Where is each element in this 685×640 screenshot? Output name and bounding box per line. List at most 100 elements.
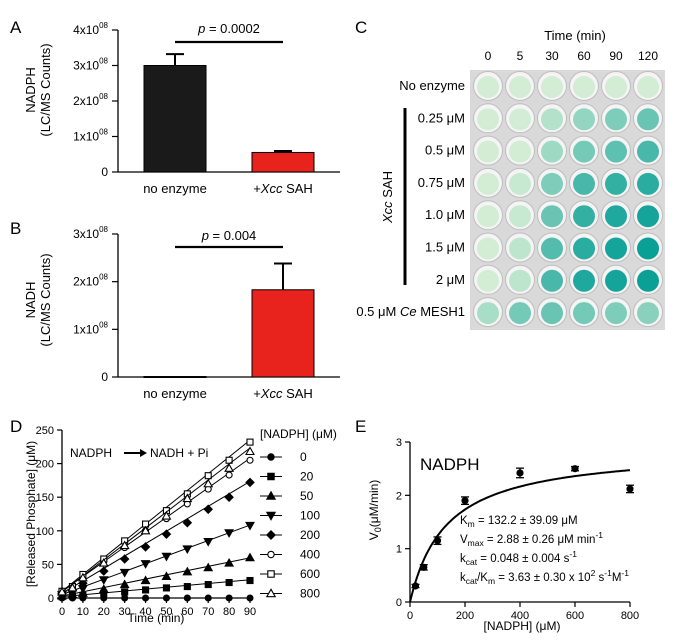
a-p-value: p = 0.0002	[197, 21, 260, 36]
d-point	[161, 552, 172, 562]
e-xtick-label: 0	[407, 610, 413, 622]
a-xtick-xcc-sah: +Xcc SAH	[253, 181, 313, 196]
d-point	[119, 568, 130, 578]
e-xtick-label: 800	[621, 610, 639, 622]
c-well-liquid	[509, 205, 531, 228]
c-well-liquid	[605, 76, 627, 98]
d-point	[162, 584, 170, 592]
c-well-liquid	[477, 76, 499, 98]
d-point	[183, 594, 191, 602]
c-row-label: 1.0 μM	[425, 207, 465, 222]
c-col-header: 60	[577, 49, 591, 63]
c-well-liquid	[541, 76, 563, 98]
c-well-liquid	[541, 140, 563, 163]
c-row-label: 0.75 μM	[418, 175, 465, 190]
d-point	[203, 562, 214, 572]
d-point	[245, 446, 255, 456]
c-well-liquid	[637, 237, 659, 260]
d-ylabel: [Released Phosphate] (μM)	[24, 441, 38, 587]
d-point	[57, 586, 67, 596]
e-point	[516, 469, 524, 477]
c-well-liquid	[573, 269, 595, 292]
d-legend-label: 600	[300, 567, 320, 581]
d-legend-marker	[265, 511, 277, 521]
d-series-600	[58, 438, 254, 595]
b-ytick-label: 1x1008	[73, 320, 108, 336]
d-reaction-right: NADH + Pi	[150, 446, 208, 460]
panel-e: E V0(μM/min) [NADPH] (μM) 0 200 400 600 8000…	[355, 417, 639, 633]
panel-label-a: A	[10, 18, 22, 37]
a-xtick-no-enzyme: no enzyme	[143, 181, 207, 196]
b-ytick-label: 2x1008	[73, 273, 108, 289]
b-bars	[143, 262, 315, 379]
a-ytick-base: 4x10	[73, 23, 99, 37]
d-xtick-label: 70	[202, 606, 214, 618]
d-point	[98, 584, 109, 593]
a-ytick-exp: 08	[99, 128, 108, 137]
panel-label-e: E	[355, 417, 366, 436]
d-point	[204, 594, 212, 602]
c-group-label: Xcc SAH	[380, 171, 395, 224]
d-xtick-label: 90	[244, 606, 256, 618]
c-well-liquid	[637, 269, 659, 292]
d-point	[203, 504, 214, 515]
c-well-liquid	[509, 302, 531, 325]
a-ytick-label: 1x1008	[73, 128, 108, 144]
a-ytick-label: 2x1008	[73, 92, 108, 108]
panel-c: C Time (min) 0 5 30 60 90 120 No enzyme 0.25 μ…	[355, 18, 665, 330]
d-point	[204, 581, 212, 589]
d-xtick-label: 10	[77, 606, 89, 618]
a-ytick-base: 1x10	[73, 130, 99, 144]
c-well-liquid	[573, 76, 595, 98]
d-point	[98, 576, 109, 585]
c-well-liquid	[541, 108, 563, 131]
panel-b: B NADH (LC/MS Counts) 01x10082x10083x100…	[10, 219, 340, 401]
b-ytick-base: 2x10	[73, 275, 99, 289]
d-point	[182, 517, 193, 528]
d-point	[246, 594, 254, 602]
a-bar-1	[251, 151, 315, 173]
d-xtick-label: 80	[223, 606, 235, 618]
c-well-liquid	[477, 302, 499, 325]
panel-a: A NADPH (LC/MS Counts) 01x10082x10083x10…	[10, 18, 340, 196]
b-ylabel-line2: (LC/MS Counts)	[38, 253, 53, 346]
d-legend-marker	[267, 550, 275, 559]
d-ytick-label: 100	[36, 526, 54, 538]
b-ytick-exp: 08	[99, 273, 108, 282]
c-well-liquid	[477, 172, 499, 195]
d-series-20	[58, 576, 254, 601]
d-point	[142, 586, 150, 594]
d-point	[246, 576, 254, 585]
a-ylabel-line1: NADPH	[23, 67, 38, 113]
d-ytick-label: 200	[36, 459, 54, 471]
a-ytick-exp: 08	[99, 57, 108, 66]
e-param-kcat: kcat = 0.048 ± 0.004 s-1	[460, 549, 577, 567]
b-ytick-exp: 08	[99, 320, 108, 329]
b-ytick-base: 0	[101, 370, 108, 384]
c-well-liquid	[541, 269, 563, 292]
d-point	[77, 572, 88, 582]
c-row-label: 0.25 μM	[418, 110, 465, 125]
d-point	[161, 571, 172, 581]
d-fit-line	[61, 480, 251, 594]
b-ytick-base: 3x10	[73, 227, 99, 241]
d-point	[246, 438, 254, 446]
a-ylabel-line2: (LC/MS Counts)	[38, 43, 53, 136]
d-point	[203, 478, 214, 488]
a-ytick-label: 3x1008	[73, 57, 108, 73]
d-plot-area	[57, 438, 255, 602]
d-point	[224, 492, 234, 502]
b-bar-0	[143, 376, 207, 379]
d-point	[246, 456, 254, 464]
c-row-label: 2 μM	[436, 272, 465, 287]
c-well-liquid	[477, 269, 499, 292]
d-series-100	[57, 521, 255, 600]
d-point	[182, 493, 193, 503]
c-well-liquid	[637, 76, 659, 98]
d-legend-marker	[265, 490, 277, 500]
d-point	[140, 575, 151, 585]
d-xtick-label: 50	[160, 606, 172, 618]
c-row-label-ce-mesh1: 0.5 μM Ce MESH1	[356, 304, 465, 319]
e-xlabel: [NADPH] (μM)	[484, 619, 561, 633]
